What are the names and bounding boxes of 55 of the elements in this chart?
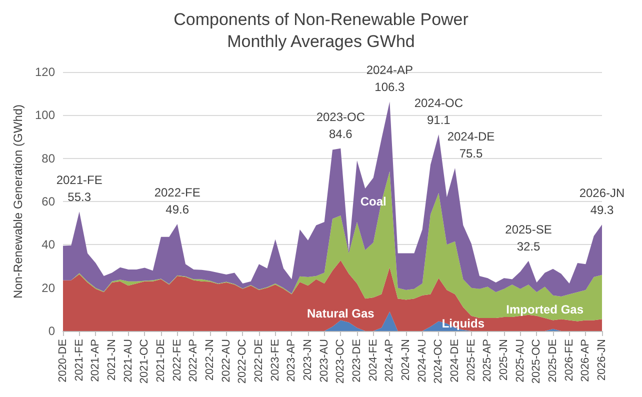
series-label: Liquids [442,316,485,330]
x-tick-label: 2026-FE [563,339,576,382]
x-tick-label: 2022-AU [220,338,232,382]
x-tick-label: 2022-FE [171,339,184,382]
series-label: Imported Gas [506,302,584,316]
x-tick-label: 2023-AU [318,338,330,382]
x-tick-label: 2024-JN [400,338,412,381]
x-tick-label: 2021-FE [73,339,86,382]
x-tick-label: 2023-FE [269,339,282,382]
y-tick-label: 40 [42,238,56,252]
annotation: 2021-FE 55.3 [56,173,102,204]
x-tick-label: 2021-DE [155,339,167,382]
x-tick-label: 2024-AP [384,339,396,382]
x-tick-label: 2026-JN [596,338,608,381]
x-tick-label: 2025-AP [482,339,494,382]
x-tick-label: 2025-DE [547,339,559,382]
annotation: 2024-AP 106.3 [366,63,414,94]
x-tick-label: 2020-DE [57,339,69,382]
y-tick-label: 80 [42,151,56,166]
y-tick-label: 60 [42,194,56,208]
chart-title: Components of Non-Renewable Power [174,10,469,29]
x-tick-label: 2025-JN [498,338,510,381]
x-tick-label: 2021-JN [106,338,118,381]
x-tick-label: 2025-FE [465,339,478,382]
x-tick-label: 2021-AP [90,339,102,382]
x-tick-label: 2022-DE [253,339,265,382]
x-tick-label: 2021-OC [138,338,151,384]
annotation: 2022-FE 49.6 [154,185,200,216]
chart-subtitle: Monthly Averages GWhd [227,32,415,51]
x-tick-label: 2022-OC [236,338,249,384]
y-tick-label: 120 [34,65,56,79]
y-axis-title: Non-Renewable Generation (GWhd) [11,104,26,299]
x-tick-label: 2025-AU [514,338,526,382]
series-label: Natural Gas [306,306,375,321]
x-tick-label: 2024-FE [367,339,380,382]
x-tick-label: 2024-AU [416,338,428,382]
x-tick-label: 2022-JN [204,338,216,381]
annotation: 2023-OC 84.6 [316,110,366,141]
x-tick-label: 2023-JN [302,338,314,381]
x-tick-label: 2025-OC [530,338,543,384]
annotation: 2026-JN 49.3 [579,186,625,218]
x-tick-label: 2023-AP [286,339,298,382]
x-tick-label: 2026-AP [580,339,592,382]
annotation: 2025-SE 32.5 [505,222,552,254]
annotation: 2024-DE 75.5 [447,130,495,161]
x-tick-label: 2022-AP [188,339,200,382]
x-tick-label: 2023-DE [351,339,363,382]
x-tick-label: 2023-OC [334,338,347,384]
y-tick-label: 100 [34,108,56,122]
x-tick-label: 2021-AU [122,338,134,382]
y-tick-label: 20 [42,280,56,295]
x-tick-label: 2024-DE [449,339,461,382]
x-tick-label: 2024-OC [432,338,445,384]
y-tick-label: 0 [48,324,56,338]
annotation: 2024-OC 91.1 [414,96,464,127]
